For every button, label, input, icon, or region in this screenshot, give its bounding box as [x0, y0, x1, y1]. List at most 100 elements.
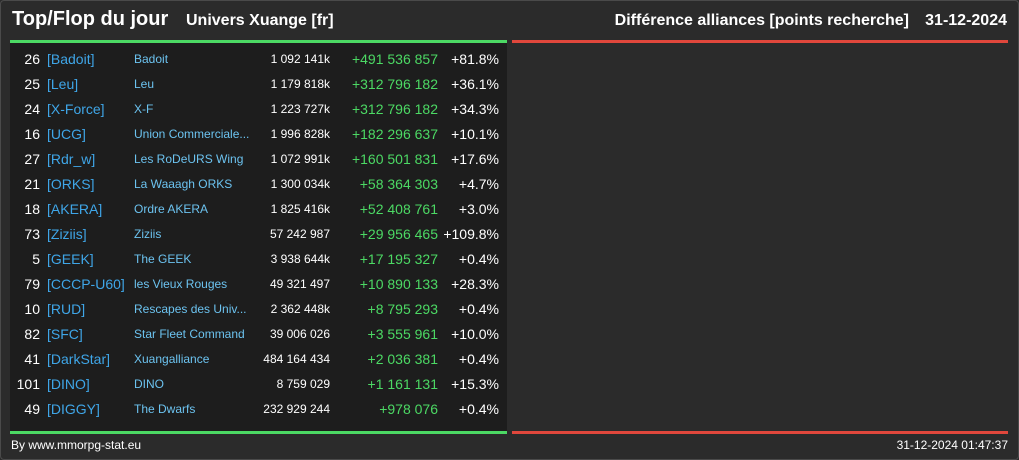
flop-alliances-panel	[512, 43, 1008, 431]
top-separator-red	[512, 40, 1008, 43]
alliance-tag-link[interactable]: [AKERA]	[47, 201, 103, 217]
alliance-tag-link[interactable]: [X-Force]	[47, 101, 105, 117]
percent-change: +36.1%	[451, 76, 499, 92]
points-difference: +29 956 465	[359, 226, 438, 242]
alliance-tag-link[interactable]: [Badoit]	[47, 51, 95, 67]
points-difference: +312 796 182	[351, 76, 438, 92]
alliance-points: 1 300 034k	[270, 177, 330, 191]
percent-change: +0.4%	[458, 251, 499, 267]
alliance-tag-link[interactable]: [GEEK]	[47, 251, 94, 267]
alliance-points: 1 072 991k	[270, 152, 330, 166]
alliance-name-link[interactable]: Ordre AKERA	[134, 202, 209, 216]
alliance-name-link[interactable]: Union Commerciale...	[134, 127, 250, 141]
alliance-points: 3 938 644k	[270, 252, 330, 266]
alliance-rank: 26	[24, 51, 40, 67]
alliance-points: 49 321 497	[269, 277, 330, 291]
percent-change: +15.3%	[451, 376, 499, 392]
percent-change: +0.4%	[458, 401, 499, 417]
alliance-tag-link[interactable]: [RUD]	[47, 301, 86, 317]
bottom-separator-green	[10, 431, 507, 434]
alliance-rank: 10	[24, 301, 40, 317]
percent-change: +109.8%	[443, 226, 499, 242]
points-difference: +1 161 131	[367, 376, 438, 392]
points-difference: +160 501 831	[351, 151, 438, 167]
table-row: 24 [X-Force] X-F 1 223 727k +312 796 182 +34.…	[10, 97, 507, 122]
alliance-points: 1 092 141k	[270, 52, 330, 66]
alliance-points: 57 242 987	[269, 227, 330, 241]
alliance-tag-link[interactable]: [CCCP-U60]	[47, 276, 125, 292]
percent-change: +81.8%	[451, 51, 499, 67]
alliance-tag-link[interactable]: [DIGGY]	[47, 401, 100, 417]
points-difference: +2 036 381	[367, 351, 438, 367]
header-date: 31-12-2024	[925, 12, 1007, 29]
alliance-points: 1 825 416k	[270, 202, 330, 216]
points-difference: +58 364 303	[359, 176, 438, 192]
table-row: 26 [Badoit] Badoit 1 092 141k +491 536 857 +8…	[10, 47, 507, 72]
alliance-name-link[interactable]: X-F	[134, 102, 154, 116]
alliance-tag-link[interactable]: [ORKS]	[47, 176, 95, 192]
points-difference: +52 408 761	[359, 201, 438, 217]
table-row: 101 [DINO] DINO 8 759 029 +1 161 131 +15.3%	[10, 372, 507, 397]
alliance-rank: 25	[24, 76, 40, 92]
table-row: 73 [Ziziis] Ziziis 57 242 987 +29 956 465 +10…	[10, 222, 507, 247]
percent-change: +10.1%	[451, 126, 499, 142]
alliance-name-link[interactable]: The Dwarfs	[134, 402, 196, 416]
alliance-name-link[interactable]: DINO	[134, 377, 164, 391]
table-row: 27 [Rdr_w] Les RoDeURS Wing 1 072 991k +160 …	[10, 147, 507, 172]
points-difference: +312 796 182	[351, 101, 438, 117]
alliance-rank: 18	[24, 201, 40, 217]
alliance-points: 232 929 244	[263, 402, 330, 416]
table-row: 16 [UCG] Union Commerciale... 1 996 828k +18…	[10, 122, 507, 147]
alliance-tag-link[interactable]: [Ziziis]	[47, 226, 87, 242]
points-difference: +182 296 637	[351, 126, 438, 142]
alliance-tag-link[interactable]: [UCG]	[47, 126, 86, 142]
alliance-tag-link[interactable]: [Rdr_w]	[47, 151, 96, 167]
alliance-tag-link[interactable]: [SFC]	[47, 326, 83, 342]
percent-change: +3.0%	[458, 201, 499, 217]
alliance-rank: 5	[32, 251, 40, 267]
alliance-rank: 41	[24, 351, 40, 367]
alliance-tag-link[interactable]: [DarkStar]	[47, 351, 111, 367]
alliance-rank: 16	[24, 126, 40, 142]
alliance-name-link[interactable]: les Vieux Rouges	[134, 277, 228, 291]
alliance-rank: 49	[24, 401, 40, 417]
alliance-rank: 27	[24, 151, 40, 167]
alliance-tag-link[interactable]: [Leu]	[47, 76, 79, 92]
top-separator-green	[10, 40, 507, 43]
table-row: 79 [CCCP-U60] les Vieux Rouges 49 321 497 +1…	[10, 272, 507, 297]
percent-change: +0.4%	[458, 301, 499, 317]
footer-credit-link[interactable]: By www.mmorpg-stat.eu	[11, 438, 142, 452]
footer-timestamp: 31-12-2024 01:47:37	[896, 438, 1008, 452]
points-difference: +10 890 133	[359, 276, 438, 292]
alliance-name-link[interactable]: Badoit	[134, 52, 169, 66]
percent-change: +10.0%	[451, 326, 499, 342]
alliance-rank: 82	[24, 326, 40, 342]
alliance-name-link[interactable]: Xuangalliance	[134, 352, 210, 366]
alliance-name-link[interactable]: Star Fleet Command	[134, 327, 245, 341]
points-difference: +17 195 327	[359, 251, 438, 267]
points-difference: +491 536 857	[351, 51, 438, 67]
alliance-points: 1 996 828k	[270, 127, 330, 141]
points-difference: +978 076	[379, 401, 438, 417]
alliance-points: 2 362 448k	[270, 302, 330, 316]
page-title: Top/Flop du jour	[12, 8, 169, 30]
alliance-name-link[interactable]: The GEEK	[134, 252, 192, 266]
alliance-rank: 73	[24, 226, 40, 242]
top-alliances-panel: 26 [Badoit] Badoit 1 092 141k +491 536 857 +8…	[10, 43, 507, 431]
alliance-rank: 21	[24, 176, 40, 192]
table-row: 25 [Leu] Leu 1 179 818k +312 796 182 +36.1%	[10, 72, 507, 97]
table-row: 21 [ORKS] La Waaagh ORKS 1 300 034k +58 364 …	[10, 172, 507, 197]
alliance-points: 1 179 818k	[270, 77, 330, 91]
table-row: 10 [RUD] Rescapes des Univ... 2 362 448k +8 …	[10, 297, 507, 322]
alliance-name-link[interactable]: La Waaagh ORKS	[134, 177, 233, 191]
percent-change: +0.4%	[458, 351, 499, 367]
alliance-name-link[interactable]: Ziziis	[134, 227, 162, 241]
alliance-name-link[interactable]: Leu	[134, 77, 155, 91]
table-row: 49 [DIGGY] The Dwarfs 232 929 244 +978 076 +0…	[10, 397, 507, 422]
alliance-tag-link[interactable]: [DINO]	[47, 376, 90, 392]
universe-subtitle: Univers Xuange [fr]	[186, 12, 334, 29]
alliance-name-link[interactable]: Rescapes des Univ...	[134, 302, 247, 316]
alliance-points: 484 164 434	[263, 352, 330, 366]
alliance-name-link[interactable]: Les RoDeURS Wing	[134, 152, 244, 166]
alliance-points: 39 006 026	[269, 327, 330, 341]
